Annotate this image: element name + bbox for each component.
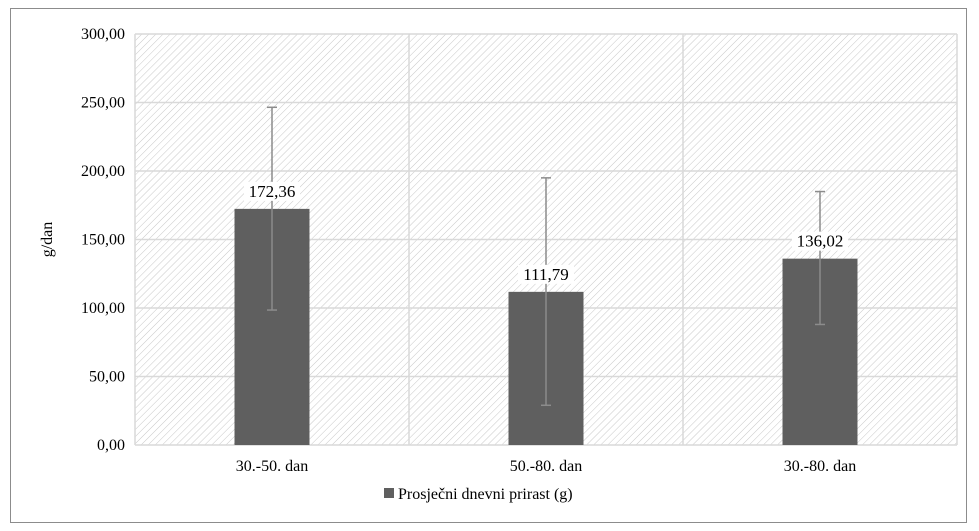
x-tick-label: 30.-50. dan xyxy=(236,458,308,475)
data-label-bg xyxy=(792,231,848,251)
data-label-bg xyxy=(244,181,300,201)
legend-label: Prosječni dnevni prirast (g) xyxy=(398,486,573,503)
x-tick-label: 30.-80. dan xyxy=(784,458,856,475)
y-tick-label: 300,00 xyxy=(81,26,125,43)
data-label: 136,02 xyxy=(797,232,844,251)
data-label-bg xyxy=(518,264,574,284)
y-tick-label: 0,00 xyxy=(97,437,125,454)
y-axis-title: g/dan xyxy=(39,222,56,258)
y-tick-label: 100,00 xyxy=(81,300,125,317)
legend-swatch xyxy=(384,488,394,498)
x-tick-label: 50.-80. dan xyxy=(510,458,582,475)
chart-frame: 172,36 111,79 136,02 0,00 50,00 100,00 150,00… xyxy=(10,8,967,523)
data-label: 172,36 xyxy=(249,182,296,201)
bar-chart: 172,36 111,79 136,02 0,00 50,00 100,00 150,00… xyxy=(39,26,958,503)
y-tick-label: 200,00 xyxy=(81,163,125,180)
data-label: 111,79 xyxy=(523,265,569,284)
y-tick-label: 50,00 xyxy=(89,369,125,386)
y-tick-label: 150,00 xyxy=(81,232,125,249)
y-tick-label: 250,00 xyxy=(81,95,125,112)
